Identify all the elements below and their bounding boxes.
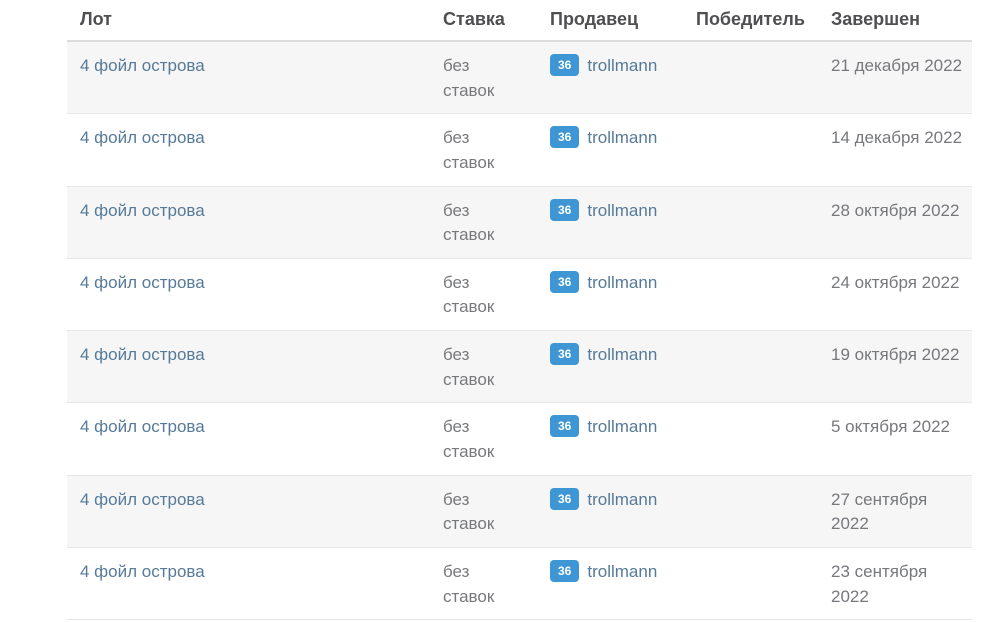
lot-link[interactable]: 4 фойл острова bbox=[80, 345, 205, 365]
bid-cell: без ставок bbox=[430, 547, 537, 621]
seller-link[interactable]: trollmann bbox=[587, 489, 658, 509]
auctions-table: Лот Ставка Продавец Победитель Завершен … bbox=[67, 0, 972, 621]
seller-link[interactable]: trollmann bbox=[587, 128, 658, 148]
seller-cell: 36 trollmann bbox=[537, 113, 683, 187]
winner-cell bbox=[683, 41, 818, 115]
bid-cell: без ставок bbox=[430, 475, 537, 548]
finished-cell: 24 октября 2022 bbox=[818, 258, 972, 332]
table-row: 4 фойл острова без ставок 36 trollmann 5 … bbox=[67, 402, 972, 476]
finished-cell: 14 декабря 2022 bbox=[818, 113, 972, 187]
seller-cell: 36 trollmann bbox=[537, 258, 683, 332]
table-row: 4 фойл острова без ставок 36 trollmann 28… bbox=[67, 186, 972, 259]
seller-cell: 36 trollmann bbox=[537, 41, 683, 115]
bid-cell: без ставок bbox=[430, 402, 537, 476]
seller-rating-badge: 36 bbox=[550, 415, 580, 438]
lot-cell: 4 фойл острова bbox=[67, 330, 430, 404]
lot-link[interactable]: 4 фойл острова bbox=[80, 272, 205, 292]
lot-link[interactable]: 4 фойл острова bbox=[80, 200, 205, 220]
lot-cell: 4 фойл острова bbox=[67, 41, 430, 115]
table-body: 4 фойл острова без ставок 36 trollmann 21… bbox=[67, 41, 972, 621]
column-header-seller: Продавец bbox=[537, 0, 683, 42]
lot-cell: 4 фойл острова bbox=[67, 475, 430, 548]
seller-rating-badge: 36 bbox=[550, 343, 580, 366]
seller-cell: 36 trollmann bbox=[537, 547, 683, 621]
column-header-finished: Завершен bbox=[818, 0, 972, 42]
finished-cell: 21 декабря 2022 bbox=[818, 41, 972, 115]
seller-rating-badge: 36 bbox=[550, 198, 580, 221]
seller-link[interactable]: trollmann bbox=[587, 417, 658, 437]
seller-rating-badge: 36 bbox=[550, 487, 580, 510]
auctions-table-container: Лот Ставка Продавец Победитель Завершен … bbox=[67, 0, 972, 621]
seller-link[interactable]: trollmann bbox=[587, 200, 658, 220]
seller-cell: 36 trollmann bbox=[537, 402, 683, 476]
lot-link[interactable]: 4 фойл острова bbox=[80, 561, 205, 581]
finished-cell: 27 сентября 2022 bbox=[818, 475, 972, 548]
table-row: 4 фойл острова без ставок 36 trollmann 27… bbox=[67, 475, 972, 548]
bid-cell: без ставок bbox=[430, 258, 537, 332]
lot-cell: 4 фойл острова bbox=[67, 186, 430, 259]
winner-cell bbox=[683, 186, 818, 259]
column-header-lot: Лот bbox=[67, 0, 430, 42]
finished-cell: 28 октября 2022 bbox=[818, 186, 972, 259]
lot-link[interactable]: 4 фойл острова bbox=[80, 417, 205, 437]
lot-link[interactable]: 4 фойл острова bbox=[80, 489, 205, 509]
seller-cell: 36 trollmann bbox=[537, 475, 683, 548]
bid-cell: без ставок bbox=[430, 186, 537, 259]
seller-link[interactable]: trollmann bbox=[587, 56, 658, 75]
winner-cell bbox=[683, 113, 818, 187]
finished-cell: 19 октября 2022 bbox=[818, 330, 972, 404]
lot-cell: 4 фойл острова bbox=[67, 547, 430, 621]
lot-cell: 4 фойл острова bbox=[67, 402, 430, 476]
table-row: 4 фойл острова без ставок 36 trollmann 23… bbox=[67, 547, 972, 621]
seller-cell: 36 trollmann bbox=[537, 186, 683, 259]
seller-rating-badge: 36 bbox=[550, 270, 580, 293]
bid-cell: без ставок bbox=[430, 330, 537, 404]
bid-cell: без ставок bbox=[430, 41, 537, 115]
lot-cell: 4 фойл острова bbox=[67, 258, 430, 332]
seller-link[interactable]: trollmann bbox=[587, 272, 658, 292]
lot-link[interactable]: 4 фойл острова bbox=[80, 56, 205, 75]
winner-cell bbox=[683, 475, 818, 548]
finished-cell: 5 октября 2022 bbox=[818, 402, 972, 476]
bid-cell: без ставок bbox=[430, 113, 537, 187]
seller-rating-badge: 36 bbox=[550, 126, 580, 149]
column-header-winner: Победитель bbox=[683, 0, 818, 42]
table-row: 4 фойл острова без ставок 36 trollmann 14… bbox=[67, 113, 972, 187]
finished-cell: 23 сентября 2022 bbox=[818, 547, 972, 621]
winner-cell bbox=[683, 402, 818, 476]
seller-link[interactable]: trollmann bbox=[587, 561, 658, 581]
winner-cell bbox=[683, 547, 818, 621]
winner-cell bbox=[683, 258, 818, 332]
seller-rating-badge: 36 bbox=[550, 54, 580, 76]
table-row: 4 фойл острова без ставок 36 trollmann 21… bbox=[67, 41, 972, 115]
table-row: 4 фойл острова без ставок 36 trollmann 24… bbox=[67, 258, 972, 332]
seller-cell: 36 trollmann bbox=[537, 330, 683, 404]
table-row: 4 фойл острова без ставок 36 trollmann 19… bbox=[67, 330, 972, 404]
seller-rating-badge: 36 bbox=[550, 559, 580, 582]
winner-cell bbox=[683, 330, 818, 404]
seller-link[interactable]: trollmann bbox=[587, 345, 658, 365]
lot-cell: 4 фойл острова bbox=[67, 113, 430, 187]
column-header-bid: Ставка bbox=[430, 0, 537, 42]
lot-link[interactable]: 4 фойл острова bbox=[80, 128, 205, 148]
table-header-row: Лот Ставка Продавец Победитель Завершен bbox=[67, 0, 972, 42]
